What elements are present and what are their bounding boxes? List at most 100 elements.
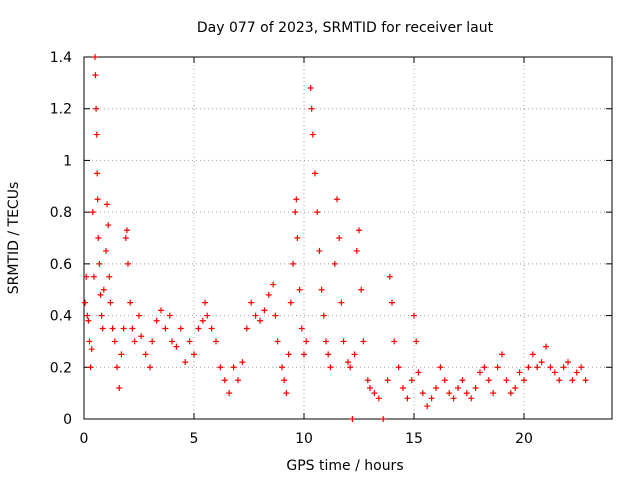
data-point <box>413 338 420 345</box>
data-point <box>202 299 208 306</box>
data-point <box>83 273 90 280</box>
data-point <box>142 351 149 358</box>
data-point <box>334 196 340 203</box>
data-point <box>90 273 97 280</box>
data-point <box>213 338 219 345</box>
data-point <box>551 369 558 376</box>
data-point <box>226 390 233 397</box>
data-point <box>578 364 585 371</box>
data-point <box>503 377 510 384</box>
data-point <box>437 364 444 371</box>
data-point <box>243 325 250 332</box>
data-point <box>92 54 98 60</box>
data-point <box>433 384 439 391</box>
data-point <box>94 196 101 203</box>
data-point <box>312 170 318 177</box>
data-point <box>217 364 224 371</box>
data-point <box>147 364 153 371</box>
data-point <box>294 235 301 241</box>
data-point <box>411 312 417 319</box>
data-point <box>274 338 281 345</box>
data-point <box>114 364 120 371</box>
data-point <box>173 343 180 350</box>
data-point <box>248 299 255 306</box>
data-point <box>111 338 118 345</box>
data-point <box>340 338 347 345</box>
y-axis-label: SRMTID / TECUs <box>6 182 22 295</box>
data-point <box>345 359 351 366</box>
data-point <box>272 312 279 319</box>
data-point <box>82 299 89 306</box>
data-point <box>375 395 382 402</box>
data-point <box>85 317 92 324</box>
data-point <box>318 286 325 293</box>
data-point <box>186 338 193 345</box>
data-point <box>525 364 532 371</box>
data-point <box>360 338 367 345</box>
data-point <box>338 299 345 306</box>
data-point <box>95 235 102 241</box>
y-tick-label: 1.2 <box>50 102 72 118</box>
data-point <box>103 247 109 254</box>
data-point <box>129 325 136 332</box>
data-point <box>455 384 461 391</box>
data-point <box>481 364 488 371</box>
data-point <box>386 273 393 280</box>
data-point <box>290 260 296 267</box>
data-point <box>391 338 398 345</box>
data-point <box>88 346 95 353</box>
data-point <box>301 351 307 358</box>
data-point <box>569 377 576 384</box>
data-point <box>364 377 371 384</box>
data-point <box>261 307 268 314</box>
data-point <box>92 72 99 79</box>
y-tick-label: 1.4 <box>50 50 72 66</box>
data-point <box>84 312 91 319</box>
data-point <box>204 312 211 319</box>
data-point <box>292 209 299 216</box>
data-point <box>336 235 343 241</box>
y-tick-label: 0.6 <box>50 257 72 273</box>
x-axis-label: GPS time / hours <box>286 458 403 474</box>
data-points <box>82 54 589 422</box>
data-point <box>441 377 448 384</box>
data-point <box>208 325 215 332</box>
data-point <box>252 312 259 319</box>
chart-title: Day 077 of 2023, SRMTID for receiver lau… <box>197 20 494 36</box>
data-point <box>316 247 323 254</box>
data-point <box>118 351 125 358</box>
data-point <box>389 299 395 306</box>
x-tick-label: 5 <box>190 431 199 447</box>
data-point <box>308 105 315 112</box>
data-point <box>93 131 100 138</box>
data-point <box>320 312 327 319</box>
data-point <box>87 364 94 371</box>
data-point <box>158 307 164 314</box>
data-point <box>507 390 514 397</box>
data-point <box>230 364 237 371</box>
data-point <box>499 351 505 358</box>
data-point <box>477 369 483 376</box>
data-point <box>287 299 294 306</box>
data-point <box>239 359 246 366</box>
data-point <box>521 377 527 384</box>
data-point <box>446 390 453 397</box>
data-point <box>356 227 362 234</box>
data-point <box>327 364 334 371</box>
data-point <box>534 364 541 371</box>
data-point <box>153 317 160 324</box>
data-point <box>424 403 431 410</box>
data-point <box>96 260 103 267</box>
data-point <box>296 286 303 293</box>
data-point <box>529 351 536 358</box>
data-point <box>281 377 288 384</box>
data-point <box>490 390 497 397</box>
data-point <box>307 85 314 92</box>
y-tick-label: 0.2 <box>50 360 72 376</box>
data-point <box>105 222 112 229</box>
data-point <box>325 351 332 358</box>
data-point <box>125 260 131 267</box>
x-tick-label: 0 <box>80 431 89 447</box>
data-point <box>415 369 422 376</box>
